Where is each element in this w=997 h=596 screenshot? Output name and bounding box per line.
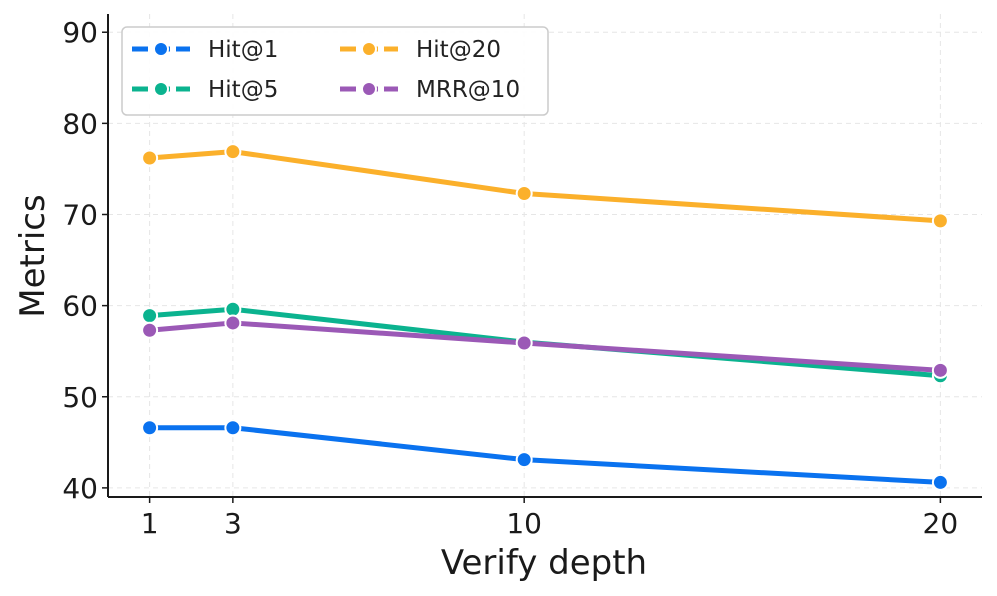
x-tick-label: 20	[923, 507, 959, 540]
data-point-hit-1	[931, 473, 949, 491]
y-tick-label: 60	[62, 290, 98, 323]
y-tick-label: 80	[62, 107, 98, 140]
data-point-hit-1	[515, 451, 533, 469]
legend-item-hit-20: Hit@20	[340, 37, 501, 63]
legend-marker	[361, 81, 377, 97]
legend-label: Hit@1	[208, 37, 278, 63]
legend: Hit@1 Hit@5 Hit@20 MRR@10	[121, 26, 549, 116]
series-hit-1	[141, 419, 949, 491]
data-point-mrr-10	[224, 314, 242, 332]
data-point-mrr-10	[141, 321, 159, 339]
legend-item-hit-5: Hit@5	[132, 77, 278, 103]
legend-marker	[361, 41, 377, 57]
y-tick-label: 90	[62, 16, 98, 49]
x-axis-title: Verify depth	[441, 543, 647, 583]
data-point-mrr-10	[515, 334, 533, 352]
y-tick-label: 50	[62, 381, 98, 414]
y-tick-label: 40	[62, 472, 98, 505]
data-point-hit-20	[931, 212, 949, 230]
legend-marker	[153, 81, 169, 97]
y-axis-title: Metrics	[13, 194, 53, 317]
series-line-hit-1	[147, 425, 943, 485]
x-tick-label: 10	[506, 507, 542, 540]
series-line-hit-20	[147, 149, 943, 224]
data-point-hit-1	[224, 419, 242, 437]
legend-label: Hit@20	[416, 37, 501, 63]
x-tick-label: 1	[141, 507, 159, 540]
series-mrr-10	[141, 314, 949, 379]
legend-item-hit-1: Hit@1	[132, 37, 278, 63]
data-point-hit-20	[515, 185, 533, 203]
series-area	[141, 143, 949, 491]
legend-marker	[153, 41, 169, 57]
data-point-mrr-10	[931, 361, 949, 379]
y-tick-label: 70	[62, 198, 98, 231]
legend-label: MRR@10	[416, 77, 520, 103]
series-line-mrr-10	[147, 320, 943, 373]
data-point-hit-5	[141, 307, 159, 325]
series-hit-20	[141, 143, 949, 230]
data-point-hit-20	[141, 149, 159, 167]
data-point-hit-20	[224, 143, 242, 161]
data-point-hit-1	[141, 419, 159, 437]
x-tick-label: 3	[224, 507, 242, 540]
legend-frame	[121, 26, 549, 116]
legend-label: Hit@5	[208, 77, 278, 103]
axes: 40 50 60 70 80 90 1 3 10 20	[62, 14, 982, 540]
legend-item-mrr-10: MRR@10	[340, 77, 520, 103]
